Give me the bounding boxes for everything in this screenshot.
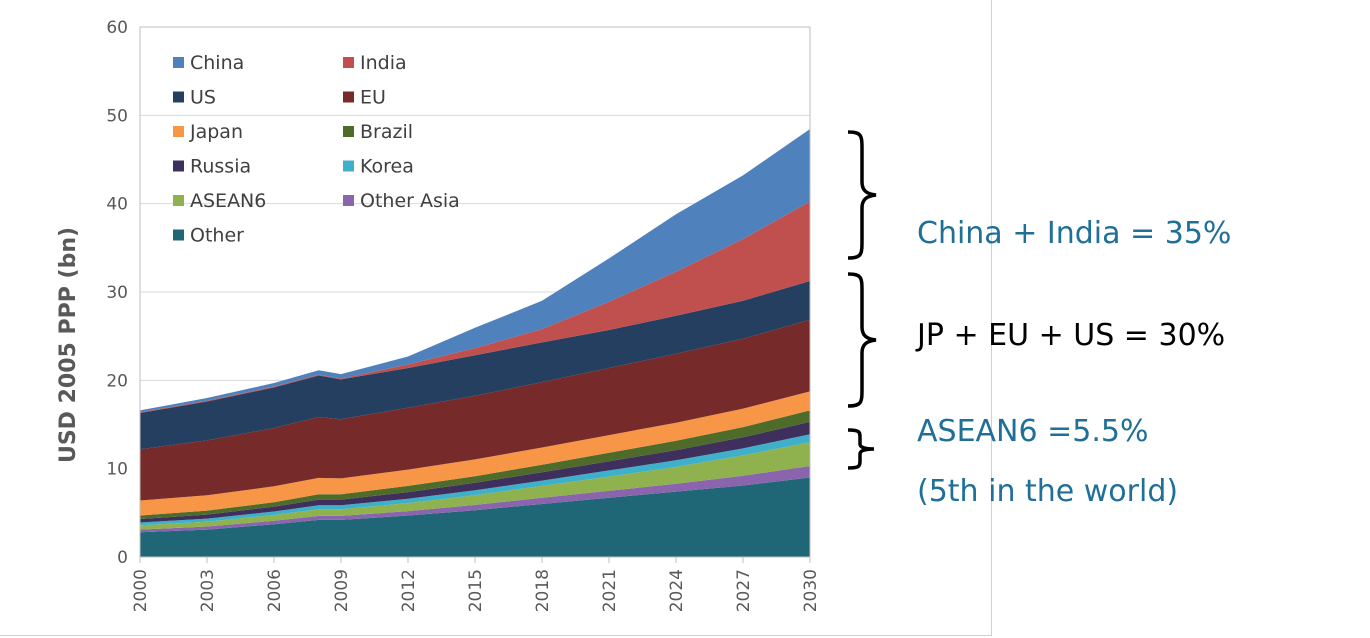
x-tick-label: 2009	[332, 569, 352, 612]
x-tick-label: 2000	[131, 569, 151, 612]
brace-china-india	[847, 130, 877, 260]
y-axis-title: USD 2005 PPP (bn)	[56, 227, 81, 463]
legend-swatch-russia	[173, 160, 184, 172]
y-tick-label: 20	[106, 371, 128, 391]
legend-swatch-korea	[343, 160, 354, 172]
legend-swatch-us	[173, 91, 184, 103]
annotation-asean6: ASEAN6 =5.5%	[917, 414, 1149, 449]
legend-label-china: China	[190, 52, 244, 74]
legend-swatch-china	[173, 57, 184, 68]
area-series	[140, 129, 810, 557]
legend-swatch-eu	[343, 91, 354, 103]
legend-swatch-brazil	[343, 126, 354, 137]
x-tick-label: 2018	[533, 569, 553, 612]
x-tick-label: 2003	[198, 569, 218, 612]
x-tick-label: 2006	[265, 569, 285, 612]
annotation-asean6-rank: (5th in the world)	[917, 474, 1179, 509]
legend-swatch-india	[343, 57, 354, 68]
legend-swatch-other-asia	[343, 195, 354, 206]
legend-swatch-other	[173, 229, 184, 241]
legend-label-india: India	[360, 52, 407, 74]
legend-label-russia: Russia	[190, 156, 251, 178]
area-us	[140, 281, 810, 450]
y-tick-label: 60	[106, 18, 128, 38]
legend-label-asean6: ASEAN6	[190, 190, 266, 212]
x-tick-label: 2021	[600, 569, 620, 612]
y-tick-label: 50	[106, 106, 128, 126]
annotation-china-india: China + India = 35%	[917, 216, 1232, 251]
y-tick-label: 0	[117, 548, 128, 568]
legend-label-japan: Japan	[189, 121, 243, 143]
legend-label-eu: EU	[360, 87, 386, 109]
legend-label-us: US	[190, 87, 216, 109]
legend-label-brazil: Brazil	[360, 121, 413, 143]
legend-label-korea: Korea	[360, 156, 414, 178]
area-china	[140, 129, 810, 413]
x-tick-label: 2015	[466, 569, 486, 612]
legend: China India US EU Japan Brazil Russia Korea ASEA…	[173, 52, 460, 247]
legend-swatch-japan	[173, 126, 184, 137]
area-india	[140, 201, 810, 413]
y-tick-label: 30	[106, 283, 128, 303]
x-tick-label: 2027	[734, 569, 754, 612]
x-tick-label: 2024	[667, 569, 687, 612]
area-japan	[140, 391, 810, 516]
area-eu	[140, 319, 810, 501]
y-tick-label: 10	[106, 460, 128, 480]
y-tick-label: 40	[106, 195, 128, 215]
x-tick-label: 2012	[399, 569, 419, 612]
brace-jp-eu-us	[847, 272, 877, 408]
x-tick-label: 2030	[801, 569, 821, 612]
brace-asean6	[847, 428, 875, 470]
legend-swatch-asean6	[173, 195, 184, 206]
area-other	[140, 477, 810, 557]
chart-frame: 0 10 20 30 40 50 60 2000 2003 2006 2009 2012 2015 201…	[0, 0, 992, 636]
legend-label-other-asia: Other Asia	[360, 190, 460, 212]
legend-label-other: Other	[190, 225, 244, 247]
annotation-jp-eu-us: JP + EU + US = 30%	[917, 318, 1226, 353]
